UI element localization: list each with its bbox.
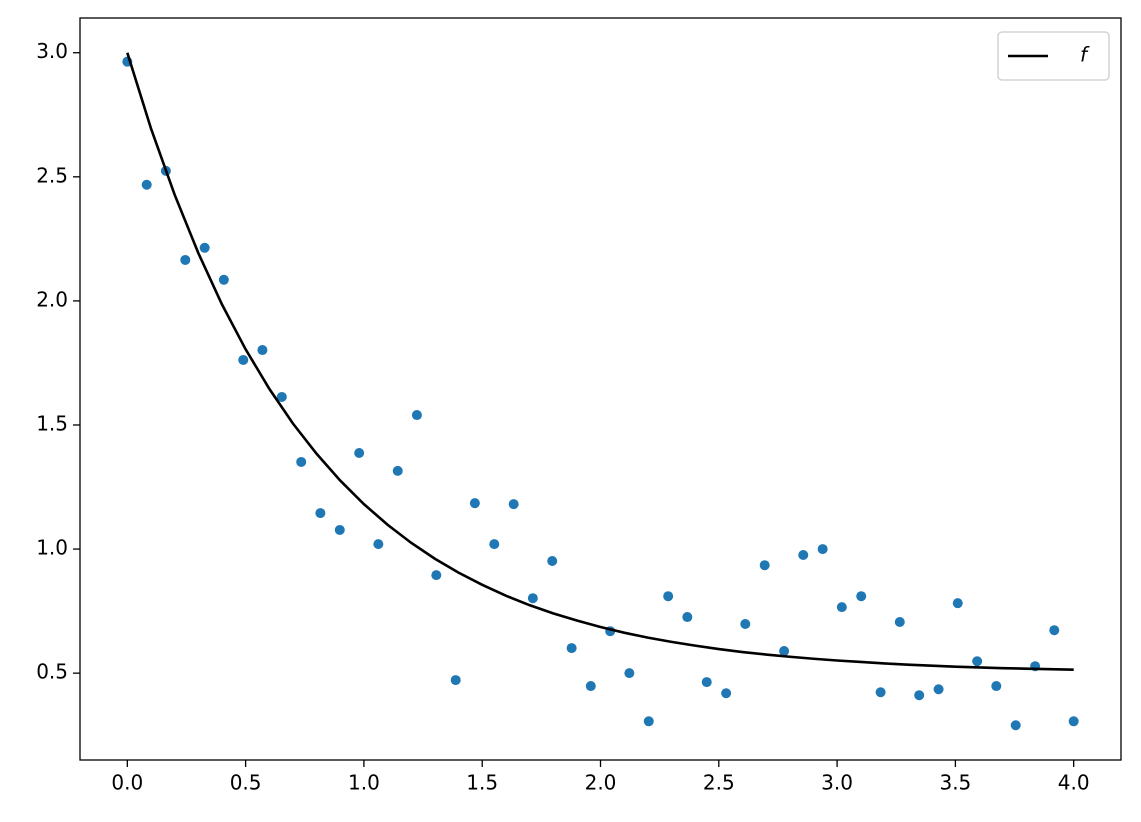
scatter-point [296,456,307,467]
legend-box [997,31,1110,81]
scatter-point [411,410,422,421]
scatter-point [238,354,249,365]
x-tick-label: 2.0 [585,771,617,795]
scatter-point [585,681,596,692]
scatter-point [257,345,268,356]
scatter-point [798,550,809,561]
scatter-point [1068,716,1079,727]
scatter-point [759,560,770,571]
x-tick-label: 3.5 [939,771,971,795]
scatter-point [141,179,152,190]
scatter-point [894,617,905,628]
scatter-point [856,591,867,602]
scatter-point [643,716,654,727]
y-tick-label: 1.0 [36,536,68,560]
scatter-point [836,602,847,613]
scatter-point [875,687,886,698]
y-tick-label: 1.5 [36,411,68,435]
y-tick-label: 2.0 [36,287,68,311]
scatter-point [952,598,963,609]
scatter-point [682,612,693,623]
x-tick-label: 4.0 [1058,771,1090,795]
scatter-point [489,539,500,550]
scatter-point [663,591,674,602]
y-tick-label: 2.5 [36,163,68,187]
x-tick-label: 1.0 [348,771,380,795]
scatter-point [1049,625,1060,636]
scatter-point [566,643,577,654]
scatter-point [180,254,191,265]
scatter-point [991,681,1002,692]
scatter-point [527,593,538,604]
scatter-point [972,656,983,667]
scatter-point [933,684,944,695]
x-tick-label: 0.5 [230,771,262,795]
x-tick-label: 3.0 [821,771,853,795]
scatter-point [817,544,828,555]
scatter-point [547,555,558,566]
scatter-point [276,391,287,402]
line-f [126,52,1074,671]
scatter-point [914,690,925,701]
scatter-point [624,668,635,679]
scatter-point [199,242,210,253]
scatter-point [431,570,442,581]
scatter-point [721,688,732,699]
scatter-point [779,646,790,657]
scatter-point [469,498,480,509]
x-tick-label: 1.5 [466,771,498,795]
scatter-point [315,508,326,519]
x-tick-label: 2.5 [703,771,735,795]
plot-frame [79,17,1122,761]
scatter-point [701,677,712,688]
y-tick-label: 0.5 [36,660,68,684]
scatter-point [334,524,345,535]
legend-label: f [1080,43,1090,67]
scatter-point [218,274,229,285]
scatter-point [508,499,519,510]
x-tick-label: 0.0 [111,771,143,795]
y-tick-label: 3.0 [36,39,68,63]
scatter-point [740,619,751,630]
scatter-point [373,539,384,550]
scatter-point [392,465,403,476]
scatter-point [354,448,365,459]
scatter-point [1010,720,1021,731]
scatter-point [450,675,461,686]
